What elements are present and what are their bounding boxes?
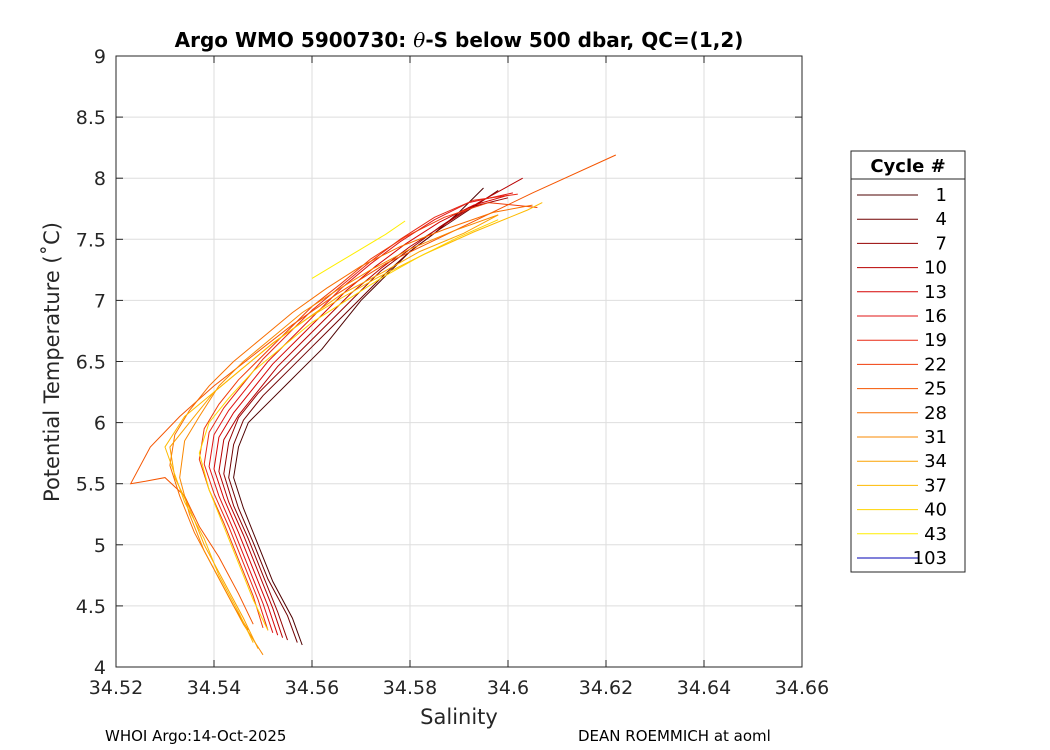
- y-axis-label: Potential Temperature (˚C): [40, 222, 64, 502]
- y-tick-label: 4: [94, 657, 106, 679]
- footer-left: WHOI Argo:14-Oct-2025: [105, 727, 286, 745]
- legend-label: 10: [924, 258, 947, 279]
- x-tick-label: 34.6: [487, 677, 529, 699]
- x-tick-label: 34.52: [89, 677, 143, 699]
- x-tick-label: 34.62: [579, 677, 633, 699]
- legend-label: 28: [924, 403, 947, 424]
- legend-label: 22: [924, 354, 947, 375]
- x-tick-label: 34.54: [187, 677, 241, 699]
- x-tick-label: 34.64: [677, 677, 731, 699]
- figure: 34.52 34.54 34.56 34.58 34.6 34.62 34.64 34.66 …: [0, 0, 1050, 750]
- legend-label: 37: [924, 475, 947, 496]
- legend-label: 1: [936, 185, 947, 206]
- legend-title: Cycle #: [870, 156, 945, 177]
- legend-label: 19: [924, 330, 947, 351]
- x-axis-label: Salinity: [420, 705, 498, 729]
- legend-label: 40: [924, 500, 947, 521]
- legend-label: 7: [936, 233, 947, 254]
- y-tick-label: 8: [94, 168, 106, 190]
- y-tick-label: 7.5: [76, 229, 106, 251]
- x-tick-label: 34.56: [285, 677, 339, 699]
- legend-label: 43: [924, 524, 947, 545]
- y-tick-label: 8.5: [76, 107, 106, 129]
- y-tick-label: 7: [94, 290, 106, 312]
- legend-box: [851, 151, 965, 572]
- legend-label: 4: [936, 209, 947, 230]
- chart-title: Argo WMO 5900730: θ-S below 500 dbar, QC…: [175, 28, 744, 52]
- y-tick-label: 6.5: [76, 352, 106, 374]
- x-tick-label: 34.66: [775, 677, 829, 699]
- footer-right: DEAN ROEMMICH at aoml: [578, 727, 771, 745]
- y-tick-label: 6: [94, 413, 106, 435]
- legend: Cycle # 1 4 7 10 13 16 19 22 25 28 31 34 37 40 43 103: [851, 151, 965, 572]
- y-tick-label: 9: [94, 46, 106, 68]
- legend-label: 31: [924, 427, 947, 448]
- legend-label: 16: [924, 306, 947, 327]
- legend-label: 25: [924, 379, 947, 400]
- y-tick-label: 5: [94, 535, 106, 557]
- y-tick-label: 5.5: [76, 474, 106, 496]
- legend-label: 13: [924, 282, 947, 303]
- legend-label: 103: [913, 548, 947, 569]
- y-tick-label: 4.5: [76, 596, 106, 618]
- legend-label: 34: [924, 451, 947, 472]
- x-tick-label: 34.58: [383, 677, 437, 699]
